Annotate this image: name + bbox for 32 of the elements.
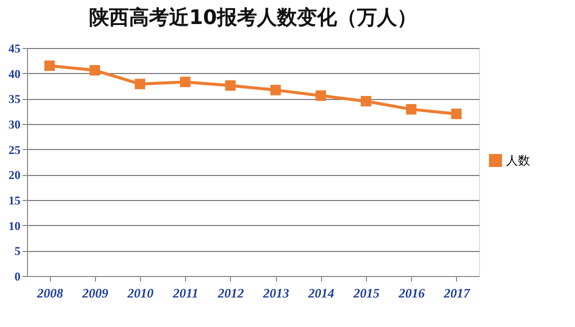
point xyxy=(90,65,100,76)
point xyxy=(225,80,236,91)
x-tick-label: 2009 xyxy=(81,286,109,300)
x-tick-label: 2012 xyxy=(216,286,244,300)
point xyxy=(316,90,326,101)
y-tick-label: 0 xyxy=(14,270,20,284)
y-tick-label: 30 xyxy=(8,118,20,132)
y-tick-label: 5 xyxy=(14,244,20,258)
point xyxy=(180,76,190,88)
y-tick-label: 10 xyxy=(8,218,20,233)
x-tick-label: 2011 xyxy=(172,286,198,300)
legend-label: 人数 xyxy=(506,154,530,168)
x-tick-label: 2016 xyxy=(398,286,426,300)
point xyxy=(44,60,55,71)
point xyxy=(134,78,146,90)
point xyxy=(451,108,462,120)
point xyxy=(360,96,372,106)
y-tick-label: 20 xyxy=(8,168,20,182)
x-tick-label: 2014 xyxy=(307,286,335,300)
x-tick-label: 2017 xyxy=(442,286,470,300)
point xyxy=(406,104,416,115)
chart-title: 陕西高考近10报考人数变化（万人） xyxy=(89,5,417,29)
x-tick-label: 2013 xyxy=(262,286,290,300)
x-tick-label: 2008 xyxy=(36,286,64,300)
x-tick-label: 2015 xyxy=(352,286,380,300)
y-tick-label: 45 xyxy=(8,42,20,56)
x-tick-label: 2010 xyxy=(126,286,154,300)
y-tick-label: 35 xyxy=(8,92,20,106)
point xyxy=(270,84,281,96)
y-tick-label: 15 xyxy=(8,194,20,208)
y-tick-label: 40 xyxy=(8,66,20,81)
y-tick-label: 25 xyxy=(8,142,20,157)
